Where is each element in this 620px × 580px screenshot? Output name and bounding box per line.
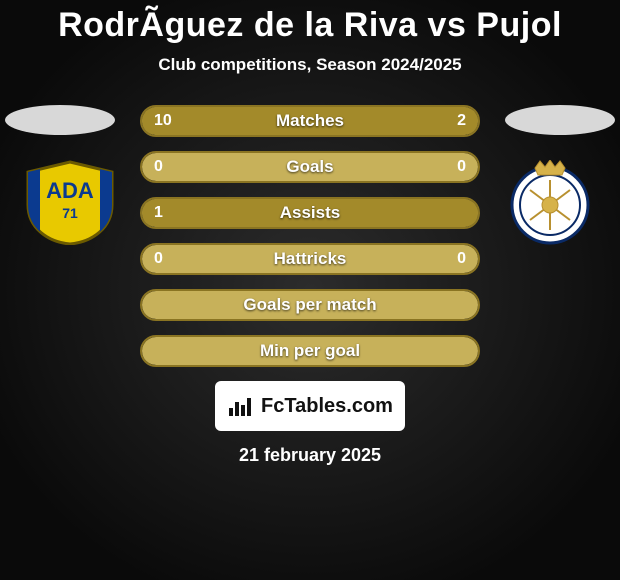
stat-bar: Min per goal [140, 335, 480, 367]
pedestal-left [5, 105, 115, 135]
crest-left-sub: 71 [62, 205, 78, 221]
pedestal-right [505, 105, 615, 135]
stat-bar: 10 2 Matches [140, 105, 480, 137]
stat-bars: 10 2 Matches 0 0 Goals 1 Assists 0 0 Hattricks Goal… [140, 105, 480, 367]
stat-value-left: 10 [154, 112, 172, 130]
stat-value-left: 0 [154, 158, 163, 176]
stat-bar: 1 Assists [140, 197, 480, 229]
stat-label: Assists [280, 203, 340, 223]
stat-bar: 0 0 Goals [140, 151, 480, 183]
stat-value-left: 0 [154, 250, 163, 268]
stat-label: Hattricks [274, 249, 347, 269]
stat-value-left: 1 [154, 204, 163, 222]
stat-bar: 0 0 Hattricks [140, 243, 480, 275]
brand-bars-icon [227, 396, 255, 416]
stat-label: Goals [286, 157, 333, 177]
crest-left: ADA 71 [20, 160, 120, 245]
stat-value-right: 0 [457, 158, 466, 176]
brand-text: FcTables.com [261, 395, 393, 418]
stat-label: Goals per match [243, 295, 376, 315]
stat-label: Matches [276, 111, 344, 131]
brand-box: FcTables.com [215, 381, 405, 431]
crest-left-text: ADA [46, 178, 94, 203]
date: 21 february 2025 [0, 445, 620, 466]
stat-value-right: 2 [457, 112, 466, 130]
comparison-arena: ADA 71 10 2 Matches 0 0 Goals 1 Assists 0 0 Hattri… [0, 105, 620, 367]
stat-bar: Goals per match [140, 289, 480, 321]
crest-right [500, 160, 600, 245]
subtitle: Club competitions, Season 2024/2025 [0, 55, 620, 75]
page-title: RodrÃ­guez de la Riva vs Pujol [0, 0, 620, 45]
stat-value-right: 0 [457, 250, 466, 268]
stat-label: Min per goal [260, 341, 360, 361]
